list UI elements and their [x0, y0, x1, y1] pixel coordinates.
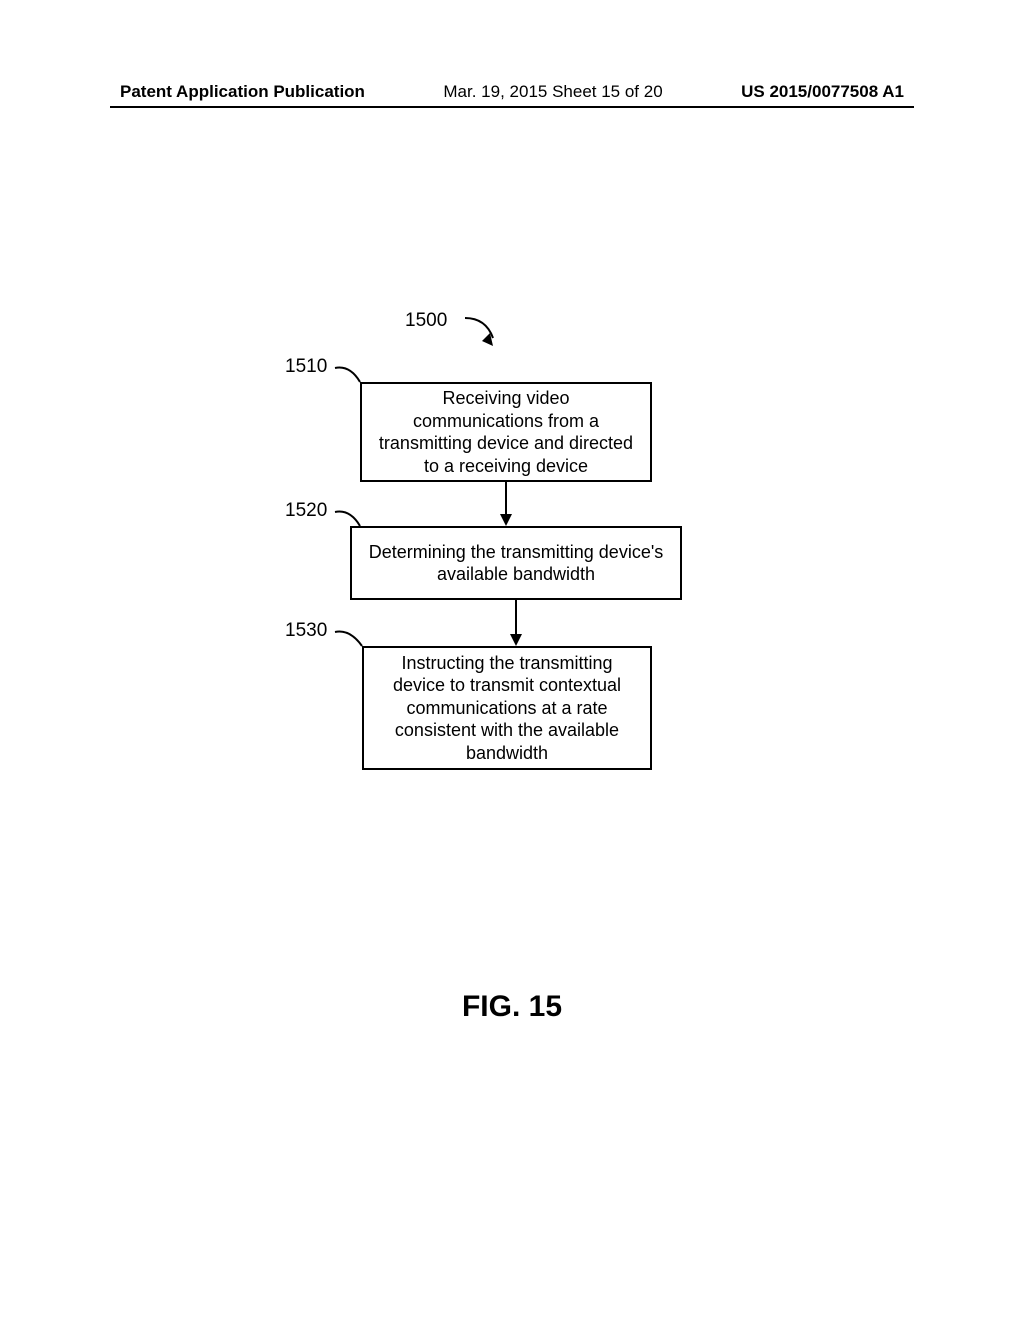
- step-ref-label: 1530: [285, 620, 327, 642]
- header-rule: [110, 106, 914, 108]
- flow-step-box: Receiving video communications from a tr…: [360, 382, 652, 482]
- page-header: Patent Application Publication Mar. 19, …: [0, 82, 1024, 102]
- step-ref-label: 1520: [285, 500, 327, 522]
- figure-caption: FIG. 15: [0, 990, 1024, 1024]
- header-right: US 2015/0077508 A1: [741, 82, 904, 102]
- header-mid: Mar. 19, 2015 Sheet 15 of 20: [443, 82, 662, 102]
- flow-step-box: Instructing the transmitting device to t…: [362, 646, 652, 770]
- flow-step-box: Determining the transmitting device's av…: [350, 526, 682, 600]
- header-left: Patent Application Publication: [120, 82, 365, 102]
- step-ref-label: 1510: [285, 356, 327, 378]
